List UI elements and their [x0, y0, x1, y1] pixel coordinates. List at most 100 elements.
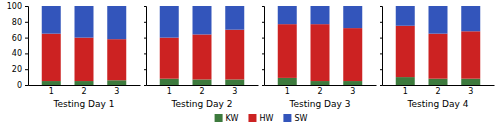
panel: 0 20 40 60 80 100 1 2 3 Testing Day 1 — [7, 2, 141, 109]
legend-label: KW — [226, 114, 239, 123]
tick-mark — [144, 53, 146, 54]
tick-mark — [262, 38, 264, 39]
tick-label: 3 — [350, 87, 355, 96]
bar-segment — [278, 6, 297, 24]
bar-segment — [160, 79, 179, 85]
tick-mark — [380, 85, 382, 86]
y-axis — [262, 7, 265, 86]
tick-mark — [144, 69, 146, 70]
bar-segment — [75, 81, 94, 85]
bar-segment — [311, 81, 330, 85]
tick: 80 — [12, 18, 28, 27]
chart: 020406080100123Testing Day 1123Testing D… — [0, 0, 500, 125]
tick-mark — [25, 69, 28, 70]
tick-mark — [262, 85, 264, 86]
tick — [380, 38, 382, 39]
axis-label: Testing Day 1 — [53, 99, 115, 109]
tick — [262, 69, 264, 70]
bar-segment — [160, 6, 179, 38]
tick-label: 1 — [49, 87, 54, 96]
tick-label: 3 — [232, 87, 237, 96]
tick-mark — [25, 6, 28, 7]
bar-segment — [107, 80, 126, 85]
legend-label: SW — [294, 114, 307, 123]
bar-segment — [225, 79, 244, 85]
tick-mark — [25, 85, 28, 86]
bars — [160, 6, 244, 85]
tick-label: 1 — [403, 87, 408, 96]
tick-mark — [25, 38, 28, 39]
legend-swatch — [248, 114, 256, 122]
legend-swatch — [215, 114, 223, 122]
bar-segment — [75, 6, 94, 38]
tick: 100 — [7, 2, 28, 11]
tick: 40 — [12, 49, 28, 58]
tick-label: 3 — [468, 87, 473, 96]
tick — [144, 69, 146, 70]
bar-segment — [429, 34, 448, 79]
x-axis: 1 2 3 — [29, 86, 141, 96]
legend-item: KW — [215, 114, 239, 123]
tick-label: 60 — [12, 34, 22, 43]
tick-label: 40 — [12, 49, 22, 58]
bar-segment — [429, 6, 448, 34]
bar-segment — [311, 6, 330, 24]
x-axis: 123 — [147, 86, 259, 96]
x-axis: 1 2 3 — [383, 86, 495, 96]
tick-label: 2 — [317, 87, 322, 96]
legend-label: HW — [259, 114, 273, 123]
bar-segment — [225, 30, 244, 80]
tick-label: 100 — [7, 2, 22, 11]
tick-label: 2 — [81, 87, 86, 96]
tick-mark — [380, 38, 382, 39]
tick — [262, 38, 264, 39]
bar-segment — [396, 6, 415, 26]
tick-label: 1 — [167, 87, 172, 96]
bar-segment — [461, 79, 480, 85]
axis-label: Testing Day 2 — [171, 99, 233, 109]
tick-mark — [25, 53, 28, 54]
tick-mark — [144, 22, 146, 23]
tick: 1 — [285, 87, 290, 96]
bar-segment — [343, 6, 362, 28]
tick — [144, 6, 146, 7]
tick-label: 20 — [12, 65, 22, 74]
y-axis: 0 20 40 60 80 100 — [7, 2, 29, 90]
tick-mark — [144, 85, 146, 86]
axis-line — [262, 7, 265, 86]
panel: 123 Testing Day 2 — [144, 6, 259, 109]
bar-segment — [225, 6, 244, 30]
tick: 3 — [468, 87, 473, 96]
tick: 0 — [17, 81, 28, 90]
bars — [42, 6, 126, 85]
bar-segment — [193, 79, 212, 85]
bar-segment — [461, 31, 480, 78]
tick-mark — [380, 53, 382, 54]
bar-segment — [75, 38, 94, 81]
axis-line — [380, 7, 383, 86]
tick: 60 — [12, 34, 28, 43]
tick-label: 3 — [114, 87, 119, 96]
tick: 1 — [167, 87, 172, 96]
bar-segment — [278, 78, 297, 85]
tick — [144, 38, 146, 39]
bar-segment — [343, 28, 362, 81]
bars — [396, 6, 480, 85]
tick — [262, 6, 264, 7]
tick: 2 — [317, 87, 322, 96]
tick-mark — [144, 38, 146, 39]
tick-mark — [262, 53, 264, 54]
axis-label: Testing Day 4 — [407, 99, 469, 109]
bar-segment — [160, 38, 179, 79]
tick — [144, 85, 146, 86]
bar-segment — [42, 6, 61, 34]
bar-segment — [42, 34, 61, 81]
legend-item: HW — [248, 114, 273, 123]
tick: 2 — [435, 87, 440, 96]
tick — [380, 85, 382, 86]
tick-mark — [262, 6, 264, 7]
tick-mark — [262, 22, 264, 23]
tick-label: 1 — [285, 87, 290, 96]
tick — [262, 53, 264, 54]
bar-segment — [107, 39, 126, 80]
